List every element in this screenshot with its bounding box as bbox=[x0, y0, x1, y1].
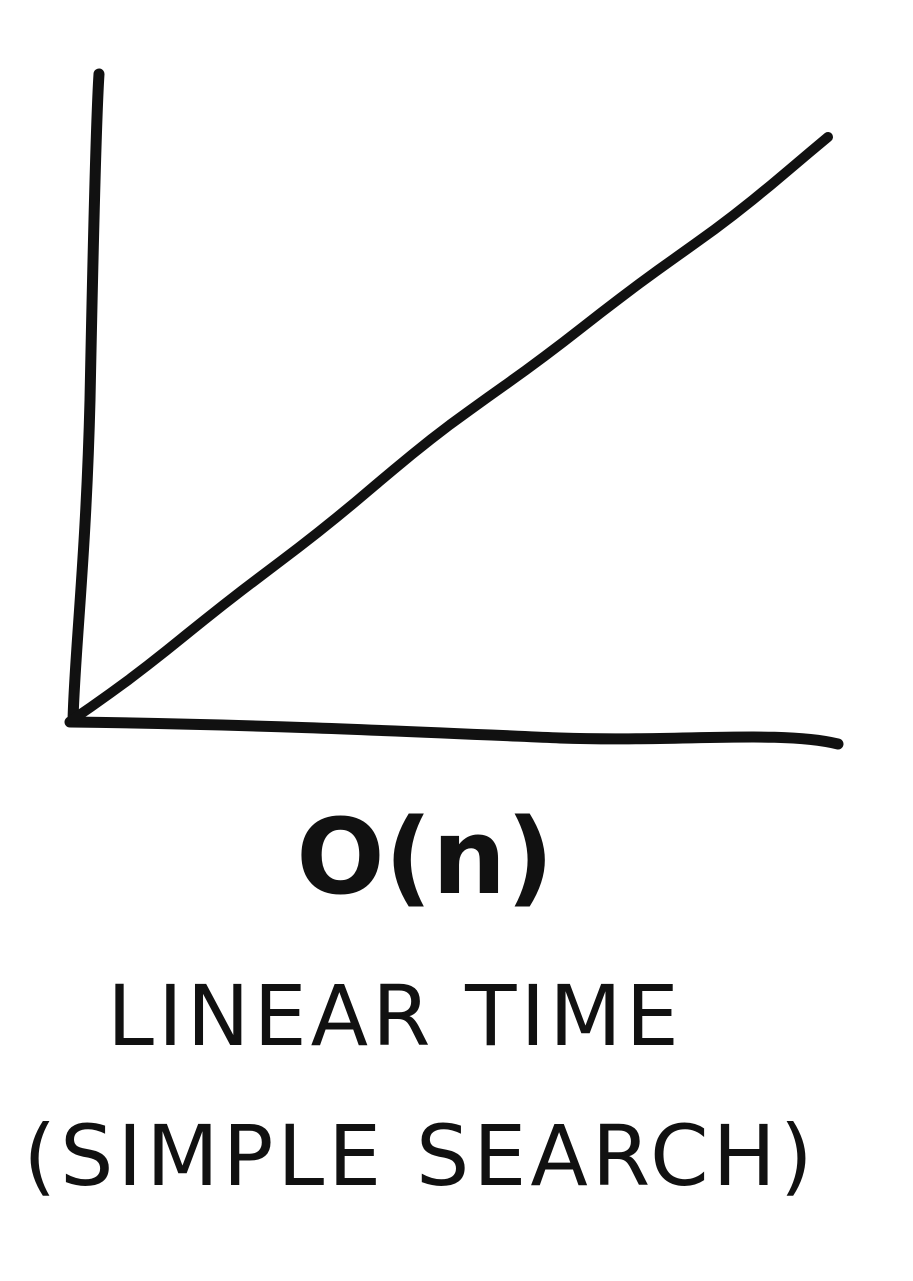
series-line bbox=[67, 132, 833, 725]
chart-title: O(n) bbox=[296, 796, 554, 918]
chart-caption: (SIMPLE SEARCH) bbox=[23, 1107, 816, 1205]
labels: O(n) LINEAR TIME (SIMPLE SEARCH) bbox=[23, 796, 816, 1205]
chart-subtitle: LINEAR TIME bbox=[107, 967, 683, 1065]
series-linear bbox=[67, 132, 833, 725]
chart-axes bbox=[64, 68, 844, 750]
y-axis bbox=[67, 68, 105, 728]
x-axis bbox=[64, 716, 844, 750]
